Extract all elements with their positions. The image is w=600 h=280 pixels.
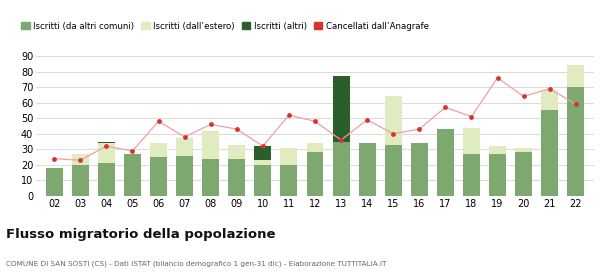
Bar xyxy=(515,148,532,152)
Bar xyxy=(150,143,167,157)
Bar xyxy=(150,157,167,196)
Bar xyxy=(229,145,245,159)
Bar xyxy=(72,165,89,196)
Bar xyxy=(202,131,219,159)
Point xyxy=(336,138,346,142)
Bar xyxy=(72,154,89,165)
Point xyxy=(76,158,85,162)
Bar xyxy=(411,143,428,196)
Point xyxy=(258,144,268,148)
Bar xyxy=(385,96,401,145)
Bar xyxy=(541,90,558,110)
Bar xyxy=(98,143,115,163)
Point xyxy=(571,102,581,106)
Point xyxy=(467,115,476,119)
Bar xyxy=(489,154,506,196)
Bar xyxy=(254,160,271,165)
Bar xyxy=(332,142,350,196)
Legend: Iscritti (da altri comuni), Iscritti (dall’estero), Iscritti (altri), Cancellati: Iscritti (da altri comuni), Iscritti (da… xyxy=(18,18,432,34)
Point xyxy=(206,122,215,127)
Bar xyxy=(307,143,323,152)
Bar xyxy=(489,146,506,154)
Bar xyxy=(332,76,350,142)
Bar xyxy=(202,159,219,196)
Point xyxy=(545,87,554,91)
Bar xyxy=(463,154,480,196)
Point xyxy=(284,113,294,117)
Bar xyxy=(541,110,558,196)
Point xyxy=(101,144,111,148)
Point xyxy=(519,94,529,99)
Bar xyxy=(437,129,454,196)
Point xyxy=(49,157,59,161)
Point xyxy=(180,135,190,139)
Bar xyxy=(124,154,141,196)
Point xyxy=(362,118,372,122)
Point xyxy=(154,119,163,123)
Bar xyxy=(515,152,532,196)
Bar xyxy=(176,156,193,196)
Text: COMUNE DI SAN SOSTI (CS) - Dati ISTAT (bilancio demografico 1 gen-31 dic) - Elab: COMUNE DI SAN SOSTI (CS) - Dati ISTAT (b… xyxy=(6,260,386,267)
Bar xyxy=(567,87,584,196)
Point xyxy=(388,132,398,136)
Bar xyxy=(280,165,298,196)
Bar xyxy=(254,146,271,160)
Point xyxy=(310,119,320,123)
Point xyxy=(415,127,424,131)
Bar xyxy=(567,65,584,87)
Point xyxy=(232,127,242,131)
Bar xyxy=(254,165,271,196)
Bar xyxy=(307,152,323,196)
Bar xyxy=(385,145,401,196)
Bar xyxy=(46,168,63,196)
Point xyxy=(440,105,450,109)
Bar xyxy=(229,159,245,196)
Bar xyxy=(280,148,298,165)
Point xyxy=(493,76,502,80)
Bar xyxy=(463,128,480,154)
Bar xyxy=(98,142,115,143)
Bar xyxy=(176,138,193,156)
Bar xyxy=(98,163,115,196)
Bar xyxy=(359,143,376,196)
Point xyxy=(128,149,137,153)
Text: Flusso migratorio della popolazione: Flusso migratorio della popolazione xyxy=(6,228,275,241)
